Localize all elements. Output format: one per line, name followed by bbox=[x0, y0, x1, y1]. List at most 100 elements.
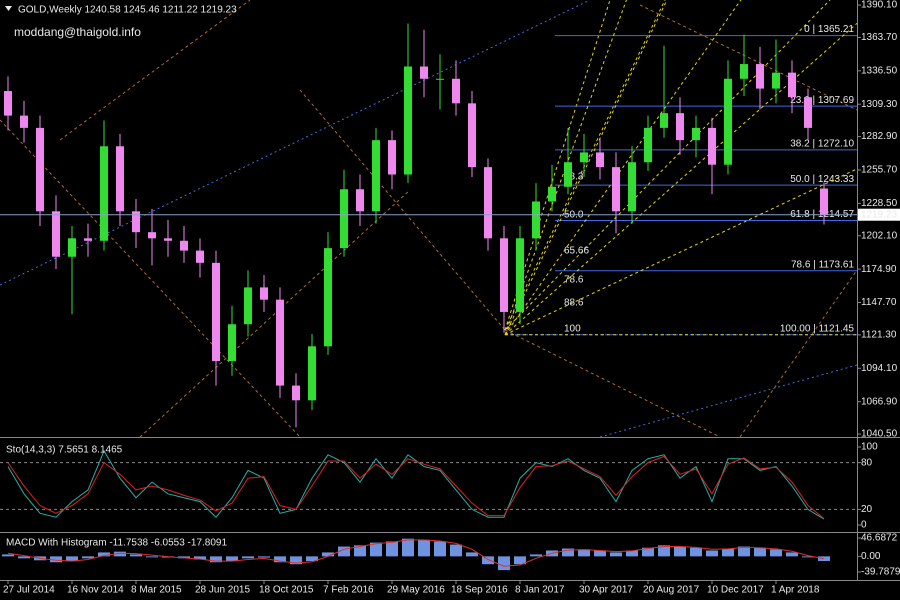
x-tick-label: 28 Jun 2015 bbox=[195, 585, 250, 596]
x-tick-label: 16 Nov 2014 bbox=[67, 585, 124, 596]
y-tick-label: 1390.10 bbox=[861, 0, 898, 11]
watermark: moddang@thaigold.info bbox=[14, 25, 141, 39]
trend-line bbox=[299, 89, 506, 331]
candle-body bbox=[516, 238, 524, 312]
histogram-bar bbox=[434, 541, 446, 557]
trend-line bbox=[0, 119, 301, 438]
histogram-bar bbox=[66, 556, 78, 562]
candle-body bbox=[100, 146, 108, 241]
histogram-bar bbox=[706, 550, 718, 557]
menu-arrow bbox=[5, 6, 12, 11]
histogram-bar bbox=[610, 552, 622, 557]
trend-line bbox=[139, 189, 411, 438]
histogram-bar bbox=[402, 538, 414, 557]
candle-body bbox=[724, 78, 732, 165]
candle-body bbox=[212, 262, 220, 362]
candle-body bbox=[532, 201, 540, 239]
current-price-box bbox=[858, 208, 900, 221]
histogram-bar bbox=[514, 556, 526, 565]
histogram-bar bbox=[290, 556, 302, 565]
histogram-bar bbox=[370, 542, 382, 557]
candle-body bbox=[484, 167, 492, 239]
histogram-bar bbox=[754, 547, 766, 557]
y-tick-label: 1094.10 bbox=[861, 363, 898, 374]
histogram-bar bbox=[338, 546, 350, 557]
histogram-bar bbox=[482, 556, 494, 565]
candle-body bbox=[4, 91, 12, 116]
y-tick-label: 1309.30 bbox=[861, 99, 898, 110]
histogram-bar bbox=[194, 556, 206, 560]
indicator-line bbox=[7, 449, 825, 520]
candle-body bbox=[132, 211, 140, 233]
trend-line bbox=[739, 269, 858, 438]
histogram-bar bbox=[178, 556, 190, 559]
x-tick-label: 18 Oct 2015 bbox=[259, 585, 314, 596]
y-tick-label: 20 bbox=[861, 504, 873, 515]
histogram-bar bbox=[274, 556, 286, 563]
histogram-bar bbox=[386, 541, 398, 557]
y-tick-label: 1040.50 bbox=[861, 429, 898, 440]
fib-label: 38.2 | 1272.10 bbox=[790, 138, 854, 149]
histogram-bar bbox=[2, 554, 14, 557]
candle-body bbox=[196, 250, 204, 263]
candle-body bbox=[84, 238, 92, 241]
histogram-bar bbox=[674, 546, 686, 557]
candle-body bbox=[452, 78, 460, 104]
candle-body bbox=[436, 78, 444, 80]
fib-label: 50.0 | 1243.33 bbox=[790, 174, 854, 185]
candle-body bbox=[164, 238, 172, 241]
histogram-bar bbox=[786, 552, 798, 557]
y-tick-label: 1282.90 bbox=[861, 131, 898, 142]
y-tick-label: 0.00 bbox=[861, 551, 881, 562]
candle-body bbox=[244, 287, 252, 325]
histogram-bar bbox=[594, 550, 606, 557]
histogram-bar bbox=[98, 552, 110, 557]
y-tick-label: -39.7879 bbox=[861, 567, 900, 578]
candle-body bbox=[324, 248, 332, 347]
candle-body bbox=[228, 324, 236, 362]
histogram-bar bbox=[642, 547, 654, 557]
y-tick-label: 1255.70 bbox=[861, 165, 898, 176]
x-tick-label: 10 Dec 2017 bbox=[707, 585, 764, 596]
histogram-bar bbox=[498, 556, 510, 571]
candle-body bbox=[548, 186, 556, 202]
y-tick-label: 1121.30 bbox=[861, 330, 897, 341]
candle-body bbox=[148, 232, 156, 239]
y-tick-label: 1174.90 bbox=[861, 264, 897, 275]
histogram-bar bbox=[130, 554, 142, 557]
histogram-bar bbox=[418, 539, 430, 557]
x-tick-label: 7 Feb 2016 bbox=[323, 585, 374, 596]
fan-ray bbox=[504, 0, 666, 331]
fan-ray bbox=[504, 168, 858, 336]
histogram-bar bbox=[18, 556, 30, 559]
histogram-bar bbox=[354, 545, 366, 557]
candle-body bbox=[36, 127, 44, 212]
histogram-bar bbox=[50, 556, 62, 563]
histogram-bar bbox=[770, 549, 782, 557]
histogram-bar bbox=[578, 549, 590, 557]
histogram-bar bbox=[146, 556, 158, 558]
fib-label: 23.6 | 1307.69 bbox=[790, 95, 854, 106]
candle-body bbox=[820, 188, 828, 215]
candle-body bbox=[788, 72, 796, 98]
histogram-bar bbox=[802, 556, 814, 558]
y-tick-label: 0 bbox=[861, 520, 867, 531]
candle-body bbox=[340, 189, 348, 249]
candle-body bbox=[20, 115, 28, 128]
x-tick-label: 30 Apr 2017 bbox=[579, 585, 633, 596]
y-tick-label: 1336.50 bbox=[861, 65, 898, 76]
histogram-bar bbox=[226, 556, 238, 562]
x-tick-label: 18 Sep 2016 bbox=[451, 585, 508, 596]
y-tick-label: 100 bbox=[861, 442, 878, 453]
candle-body bbox=[500, 238, 508, 312]
panel-frames bbox=[0, 0, 900, 581]
candle-body bbox=[260, 287, 268, 300]
histogram-bar bbox=[450, 544, 462, 557]
x-tick-label: 1 Apr 2018 bbox=[771, 585, 820, 596]
y-tick-label: 46.6872 bbox=[861, 533, 898, 544]
fan-ray bbox=[504, 22, 858, 336]
candle-body bbox=[692, 127, 700, 141]
histogram-bar bbox=[626, 550, 638, 557]
histogram-bar bbox=[738, 546, 750, 557]
